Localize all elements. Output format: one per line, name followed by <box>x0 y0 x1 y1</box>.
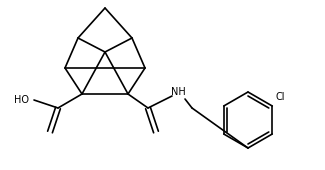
Text: Cl: Cl <box>275 92 285 102</box>
Text: HO: HO <box>14 95 29 105</box>
Text: NH: NH <box>171 87 186 97</box>
